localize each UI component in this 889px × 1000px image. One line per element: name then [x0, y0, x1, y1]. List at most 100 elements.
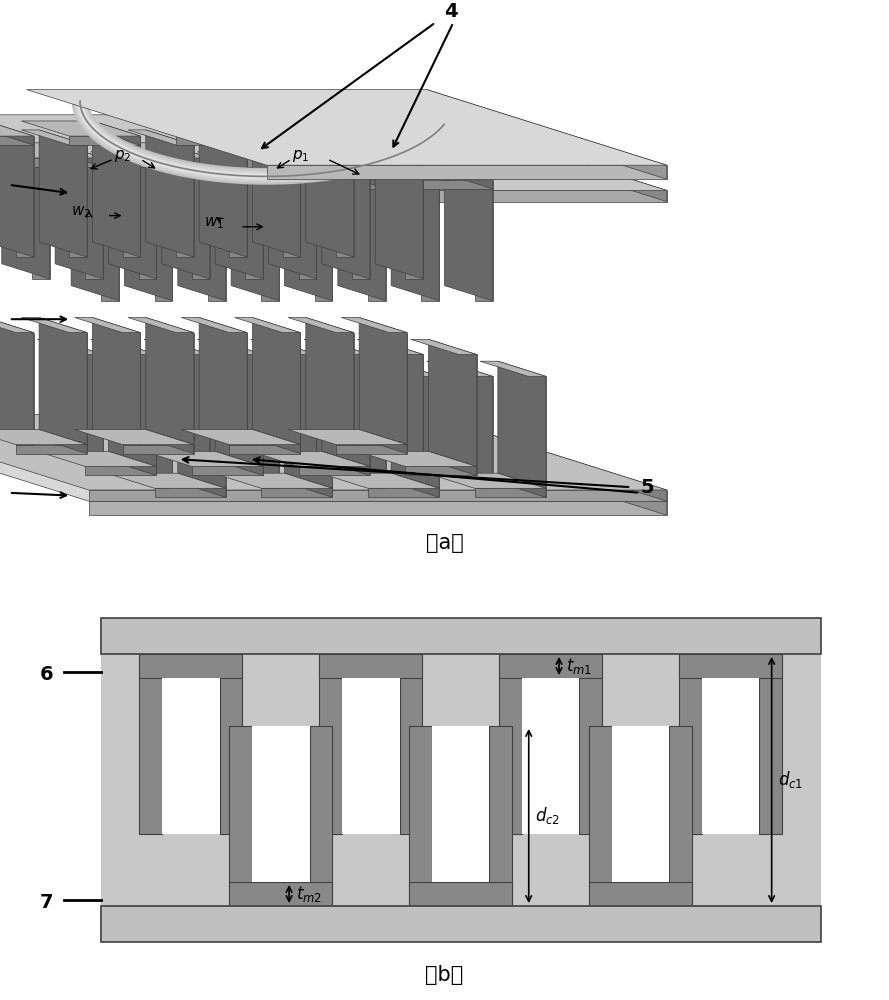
- Polygon shape: [229, 445, 300, 454]
- Polygon shape: [32, 158, 103, 167]
- Polygon shape: [336, 333, 354, 445]
- Polygon shape: [368, 488, 439, 497]
- Polygon shape: [213, 361, 279, 376]
- Polygon shape: [0, 130, 34, 145]
- Polygon shape: [0, 318, 34, 445]
- Text: $t_{m2}$: $t_{m2}$: [296, 884, 322, 904]
- Polygon shape: [55, 339, 103, 466]
- Text: 7: 7: [40, 894, 53, 912]
- Bar: [342, 678, 399, 834]
- Polygon shape: [267, 174, 332, 189]
- Polygon shape: [91, 339, 156, 354]
- Polygon shape: [144, 152, 210, 167]
- Bar: [613, 726, 669, 882]
- Bar: [490, 726, 512, 906]
- Polygon shape: [315, 189, 332, 301]
- Text: 4: 4: [444, 2, 458, 21]
- Polygon shape: [288, 430, 407, 445]
- Polygon shape: [268, 143, 316, 167]
- Polygon shape: [391, 361, 439, 488]
- Polygon shape: [199, 318, 247, 445]
- Polygon shape: [268, 152, 316, 279]
- Polygon shape: [75, 430, 194, 445]
- Text: $p_1$: $p_1$: [292, 148, 309, 164]
- Polygon shape: [89, 190, 667, 202]
- Text: （a）: （a）: [426, 533, 463, 553]
- Bar: [409, 882, 512, 906]
- Polygon shape: [304, 339, 370, 354]
- Polygon shape: [498, 361, 546, 488]
- Polygon shape: [427, 174, 493, 189]
- Polygon shape: [444, 174, 493, 301]
- Polygon shape: [69, 145, 87, 257]
- Polygon shape: [176, 333, 194, 445]
- Polygon shape: [427, 90, 667, 179]
- Polygon shape: [0, 130, 34, 257]
- Polygon shape: [252, 130, 300, 257]
- Polygon shape: [55, 152, 103, 279]
- Polygon shape: [352, 158, 423, 167]
- Polygon shape: [139, 354, 156, 466]
- Polygon shape: [284, 174, 332, 301]
- Polygon shape: [107, 174, 172, 189]
- Text: $d_{c2}$: $d_{c2}$: [535, 806, 560, 826]
- Polygon shape: [0, 121, 34, 136]
- Polygon shape: [459, 354, 477, 466]
- Polygon shape: [306, 130, 354, 257]
- Polygon shape: [92, 130, 140, 257]
- Polygon shape: [229, 145, 247, 257]
- Polygon shape: [85, 354, 103, 466]
- Polygon shape: [0, 115, 667, 190]
- Polygon shape: [357, 339, 423, 354]
- Polygon shape: [192, 354, 210, 466]
- Polygon shape: [155, 189, 172, 301]
- Polygon shape: [0, 414, 667, 490]
- Bar: [319, 654, 342, 834]
- Bar: [399, 654, 422, 834]
- Polygon shape: [107, 473, 226, 488]
- Polygon shape: [37, 451, 156, 466]
- Polygon shape: [288, 130, 354, 145]
- Polygon shape: [267, 165, 386, 180]
- Polygon shape: [123, 333, 140, 445]
- Polygon shape: [336, 445, 407, 454]
- Polygon shape: [178, 174, 226, 301]
- Polygon shape: [359, 430, 407, 454]
- Polygon shape: [108, 451, 156, 475]
- Polygon shape: [213, 473, 332, 488]
- Polygon shape: [245, 158, 316, 167]
- Polygon shape: [405, 167, 423, 279]
- Bar: [500, 654, 603, 678]
- Polygon shape: [0, 121, 34, 145]
- Polygon shape: [139, 167, 156, 279]
- Polygon shape: [475, 189, 493, 301]
- Polygon shape: [405, 466, 477, 475]
- Polygon shape: [391, 473, 439, 497]
- Bar: [101, 654, 821, 906]
- Polygon shape: [85, 466, 156, 475]
- Bar: [432, 726, 490, 882]
- Polygon shape: [197, 339, 263, 354]
- Polygon shape: [21, 121, 140, 136]
- Polygon shape: [128, 121, 247, 136]
- Polygon shape: [144, 339, 210, 354]
- Polygon shape: [37, 152, 103, 167]
- Polygon shape: [213, 174, 279, 189]
- Bar: [319, 654, 422, 678]
- Polygon shape: [306, 318, 354, 445]
- Bar: [589, 726, 613, 906]
- Polygon shape: [208, 376, 226, 488]
- Polygon shape: [315, 180, 386, 189]
- Polygon shape: [267, 165, 667, 179]
- Polygon shape: [428, 339, 477, 466]
- Polygon shape: [53, 165, 172, 180]
- Polygon shape: [299, 466, 370, 475]
- Bar: [252, 726, 309, 882]
- Polygon shape: [421, 189, 439, 301]
- Polygon shape: [428, 451, 477, 475]
- Bar: [309, 726, 332, 906]
- Polygon shape: [178, 361, 226, 488]
- Bar: [759, 654, 782, 834]
- Polygon shape: [338, 361, 386, 488]
- Bar: [229, 726, 252, 906]
